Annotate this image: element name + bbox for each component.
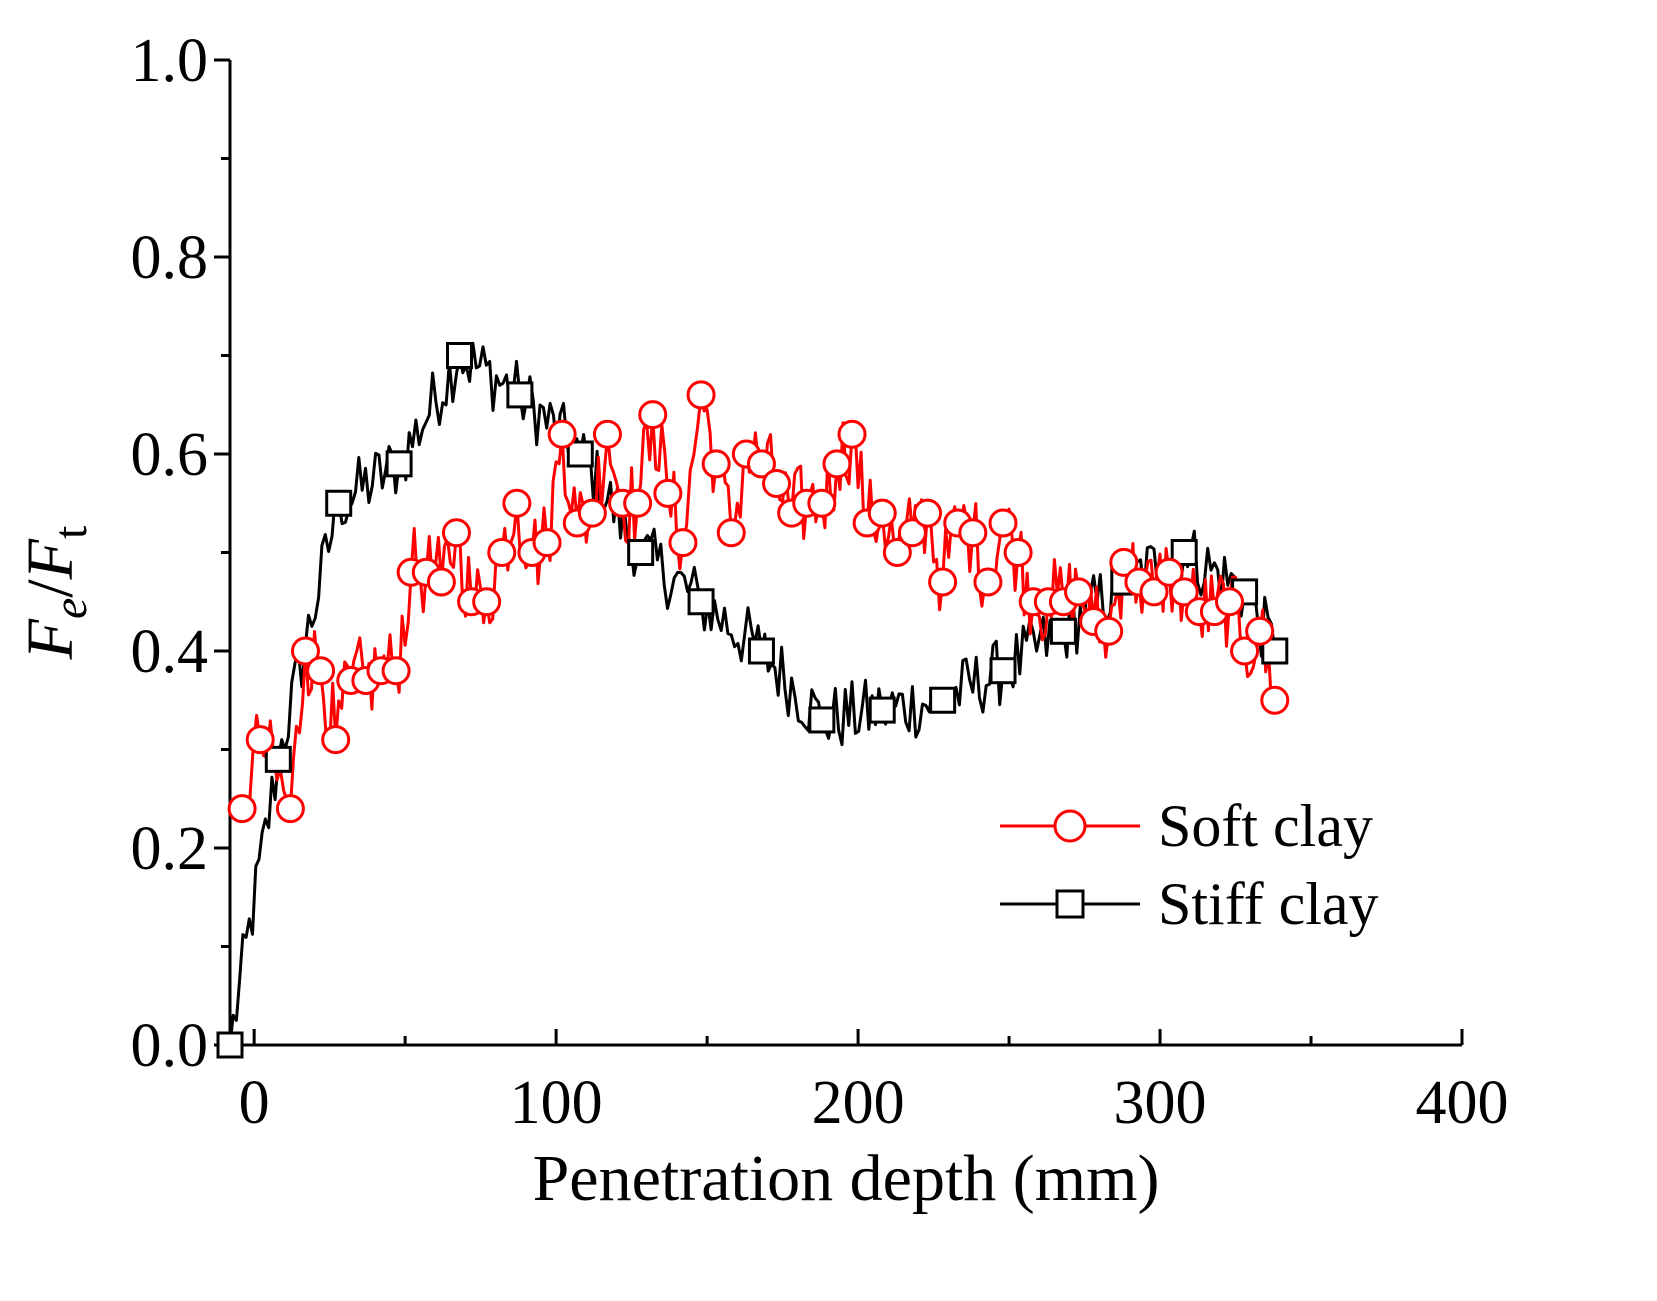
soft-clay-marker: [321, 725, 351, 755]
soft-clay-marker: [1003, 538, 1033, 567]
soft-clay-marker: [441, 518, 471, 548]
y-axis-title-base2: F: [14, 538, 87, 580]
soft-clay-marker: [275, 794, 305, 824]
stiff-clay-marker: [506, 381, 534, 409]
stiff-clay-marker: [445, 342, 473, 369]
soft-clay-marker: [381, 656, 411, 686]
soft-clay-marker: [882, 538, 912, 567]
series-markers: [216, 342, 1290, 1059]
x-axis-title: Penetration depth (mm): [533, 1142, 1160, 1215]
stiff-clay-marker: [687, 588, 715, 616]
soft-clay-marker: [746, 449, 776, 479]
stiff-clay-marker: [1049, 617, 1077, 645]
stiff-clay-marker: [264, 745, 292, 773]
y-tick-label: 0.6: [131, 421, 209, 489]
stiff-clay-marker: [989, 657, 1017, 685]
soft-clay-marker: [487, 538, 517, 567]
soft-clay-marker: [973, 567, 1003, 597]
soft-clay-marker: [227, 794, 257, 824]
soft-clay-marker: [547, 419, 577, 449]
soft-clay-marker: [306, 656, 336, 686]
y-tick-label: 1.0: [131, 27, 209, 95]
y-tick-label: 0.8: [131, 224, 209, 292]
stiff-clay-marker: [808, 706, 836, 734]
soft-clay-marker: [638, 400, 668, 430]
soft-clay-marker: [1260, 685, 1290, 715]
soft-clay-marker: [1094, 616, 1124, 646]
soft-clay-marker: [426, 567, 456, 597]
stiff-clay-marker: [1170, 539, 1198, 566]
legend-marker-soft-clay: [1053, 809, 1087, 843]
soft-clay-marker: [1109, 547, 1139, 577]
soft-clay-marker: [762, 469, 792, 499]
soft-clay-marker: [532, 528, 562, 558]
soft-clay-marker: [668, 528, 698, 558]
soft-clay-marker: [807, 488, 837, 518]
soft-clay-marker: [913, 498, 943, 528]
soft-clay-marker: [822, 449, 852, 479]
soft-clay-marker: [958, 518, 988, 548]
soft-clay-marker: [837, 419, 867, 449]
y-tick-label: 0.2: [131, 815, 209, 883]
soft-clay-marker: [1214, 587, 1244, 617]
soft-clay-marker: [290, 636, 320, 666]
y-tick-label: 0.0: [131, 1012, 209, 1080]
soft-clay-marker: [701, 449, 731, 479]
y-axis-title: Fe/Ft: [14, 525, 97, 660]
y-axis-title-slash: /: [14, 579, 87, 598]
x-tick-label: 300: [1114, 1069, 1207, 1137]
legend-label-stiff-clay: Stiff clay: [1158, 871, 1379, 937]
stiff-clay-marker: [385, 450, 413, 478]
soft-clay-marker: [1064, 577, 1094, 607]
stiff-clay-marker: [325, 489, 353, 517]
y-axis-title-sub2: t: [44, 525, 97, 539]
stiff-clay-marker: [747, 637, 775, 665]
x-tick-label: 200: [812, 1069, 905, 1137]
soft-clay-marker: [245, 725, 275, 755]
legend-marker-stiff-clay: [1055, 889, 1085, 919]
soft-clay-marker: [623, 488, 653, 518]
stiff-clay-marker: [868, 696, 896, 724]
soft-clay-marker: [577, 498, 607, 528]
soft-clay-marker: [1169, 577, 1199, 607]
stiff-clay-marker: [566, 440, 594, 468]
soft-clay-marker: [1245, 616, 1275, 646]
y-axis-title-base1: F: [14, 618, 87, 660]
legend-label-soft-clay: Soft clay: [1158, 793, 1373, 859]
soft-clay-marker: [1230, 636, 1260, 666]
soft-clay-marker: [716, 518, 746, 548]
x-tick-label: 400: [1416, 1069, 1509, 1137]
soft-clay-marker: [686, 380, 716, 410]
x-tick-label: 100: [510, 1069, 603, 1137]
stiff-clay-marker: [216, 1031, 244, 1059]
y-tick-label: 0.4: [131, 618, 209, 686]
soft-clay-marker: [897, 518, 927, 548]
soft-clay-marker: [472, 587, 502, 617]
soft-clay-marker: [592, 419, 622, 449]
soft-clay-marker: [988, 508, 1018, 538]
soft-clay-marker: [928, 567, 958, 597]
soft-clay-marker: [502, 488, 532, 518]
stiff-clay-marker: [929, 686, 957, 714]
axes: 0.0 0.2 0.4 0.6 0.8 1.0 0 100 200 300 400: [131, 27, 1509, 1137]
soft-clay-marker: [1139, 577, 1169, 607]
soft-clay-marker: [867, 498, 897, 528]
x-tick-label: 0: [239, 1069, 270, 1137]
y-axis-title-sub1: e: [44, 598, 97, 619]
legend: Soft clay Stiff clay: [1000, 793, 1379, 937]
soft-clay-marker: [1154, 557, 1184, 587]
stiff-clay-marker: [627, 539, 655, 566]
soft-clay-marker: [653, 478, 683, 508]
